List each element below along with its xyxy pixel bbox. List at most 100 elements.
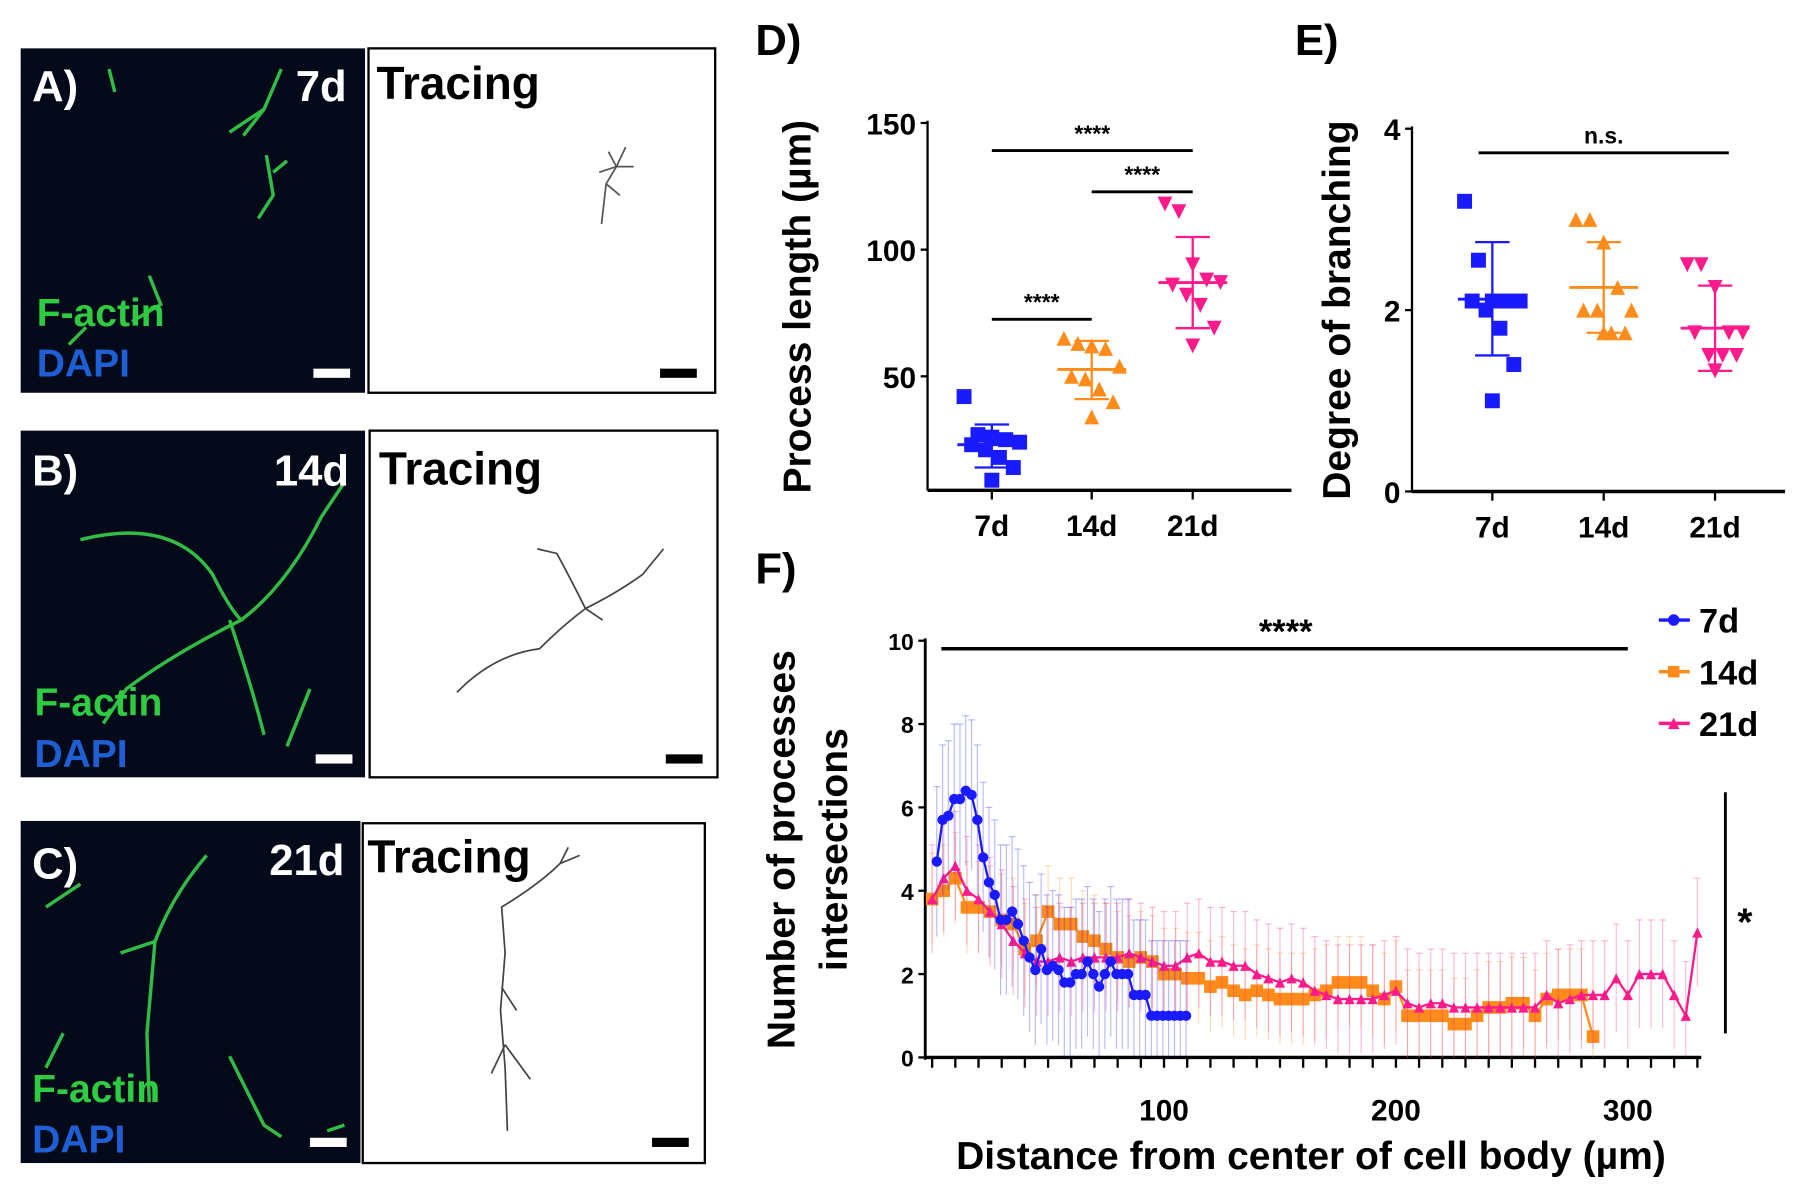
data-point [1199, 272, 1215, 288]
data-point [1495, 1002, 1506, 1013]
data-point [1216, 956, 1228, 967]
y-tick-label: 8 [901, 712, 914, 738]
data-point [1471, 1002, 1483, 1013]
data-point [1215, 976, 1229, 989]
age-label-a: 7d [296, 63, 347, 111]
y-tick-label: 2 [901, 962, 914, 988]
data-point [1135, 952, 1147, 963]
data-point [1193, 948, 1204, 959]
data-point [931, 856, 942, 867]
stain-factin-b: F-actin [34, 681, 162, 724]
x-tick-label: 200 [1371, 1095, 1421, 1128]
legend-marker [1667, 614, 1680, 626]
data-point [991, 449, 1007, 465]
data-point [1296, 992, 1310, 1006]
data-point [973, 893, 984, 905]
data-point [1634, 968, 1645, 980]
data-point [1099, 942, 1113, 956]
data-point [1344, 993, 1355, 1005]
data-point [972, 814, 983, 826]
significance-label: **** [1259, 613, 1313, 651]
data-point [1470, 252, 1486, 268]
significance-label: * [1737, 902, 1753, 945]
data-point [1582, 211, 1598, 227]
data-point [1091, 381, 1107, 397]
panel-letter: D) [755, 17, 801, 65]
y-tick-label: 150 [866, 108, 916, 141]
neuron-tracing-a [598, 146, 634, 225]
data-point [1250, 984, 1264, 998]
data-point [1169, 967, 1182, 981]
x-tick-label: 21d [1689, 511, 1740, 544]
data-point [1124, 948, 1135, 959]
data-point [1192, 971, 1206, 985]
data-point [1171, 204, 1187, 220]
y-tick-label: 6 [901, 796, 914, 822]
data-point [1064, 977, 1076, 988]
data-point [977, 852, 989, 863]
panel-letter-a: A) [32, 63, 78, 111]
chart-process-length: D) 50 100 150 Process length (µm) 7d 14d 21d ***… [755, 17, 1292, 543]
tracing-label-c: Tracing [367, 831, 530, 883]
tracing-box-b [368, 429, 719, 779]
scale-bar-c [309, 1137, 347, 1147]
tracing-label-a: Tracing [377, 57, 540, 109]
data-point [954, 793, 966, 805]
data-point [1551, 988, 1565, 1002]
data-point [1204, 980, 1217, 993]
data-point [1030, 964, 1041, 976]
y-tick-label: 0 [901, 1046, 914, 1072]
data-point [1105, 394, 1121, 410]
legend: 7d 14d 21d [1658, 603, 1758, 744]
data-point [1624, 302, 1639, 318]
y-axis-label-line-1: Number of processes [760, 650, 803, 1049]
data-point [1309, 985, 1320, 996]
data-point [1105, 956, 1116, 967]
data-point [1447, 1017, 1461, 1031]
data-point [966, 789, 977, 801]
data-point [1425, 998, 1436, 1009]
data-point [1157, 967, 1171, 981]
data-point [956, 389, 972, 405]
data-point [1459, 1017, 1472, 1031]
data-point [1484, 393, 1500, 409]
panel-letter-b: B) [32, 448, 78, 496]
data-point [1005, 460, 1021, 475]
data-point [1147, 956, 1158, 967]
tracing-label-b: Tracing [379, 443, 542, 495]
data-point [1088, 968, 1099, 980]
series-14d [1568, 211, 1639, 341]
series-21d [926, 810, 1703, 1058]
data-point [1464, 293, 1480, 309]
y-axis-label: Degree of branching [1316, 120, 1359, 499]
data-point [1158, 960, 1170, 971]
data-point [1506, 357, 1522, 372]
significance-label: **** [1124, 162, 1160, 188]
data-point [1251, 968, 1262, 980]
data-point [1518, 1002, 1529, 1013]
data-point [1157, 196, 1173, 212]
age-label-c: 21d [269, 837, 344, 885]
legend-label: 21d [1699, 706, 1758, 744]
data-point [1355, 993, 1367, 1005]
y-axis-label: Process length (µm) [776, 120, 819, 494]
data-point [1262, 988, 1275, 1002]
y-tick-label: 100 [866, 235, 916, 268]
data-point [1692, 927, 1703, 938]
data-point [1286, 973, 1297, 984]
data-point [1012, 434, 1028, 450]
data-point [1701, 347, 1717, 363]
data-point [1412, 1009, 1426, 1023]
data-point [1066, 956, 1077, 967]
data-point [1367, 993, 1378, 1005]
legend-marker [1667, 717, 1680, 730]
data-point [1622, 989, 1633, 1001]
data-point [1180, 1010, 1192, 1021]
data-point [1512, 293, 1528, 309]
x-tick-label: 100 [1139, 1095, 1189, 1128]
data-point [1553, 998, 1564, 1009]
tracing-box-c [361, 822, 706, 1165]
data-point [1054, 952, 1065, 963]
data-point [984, 472, 1000, 488]
